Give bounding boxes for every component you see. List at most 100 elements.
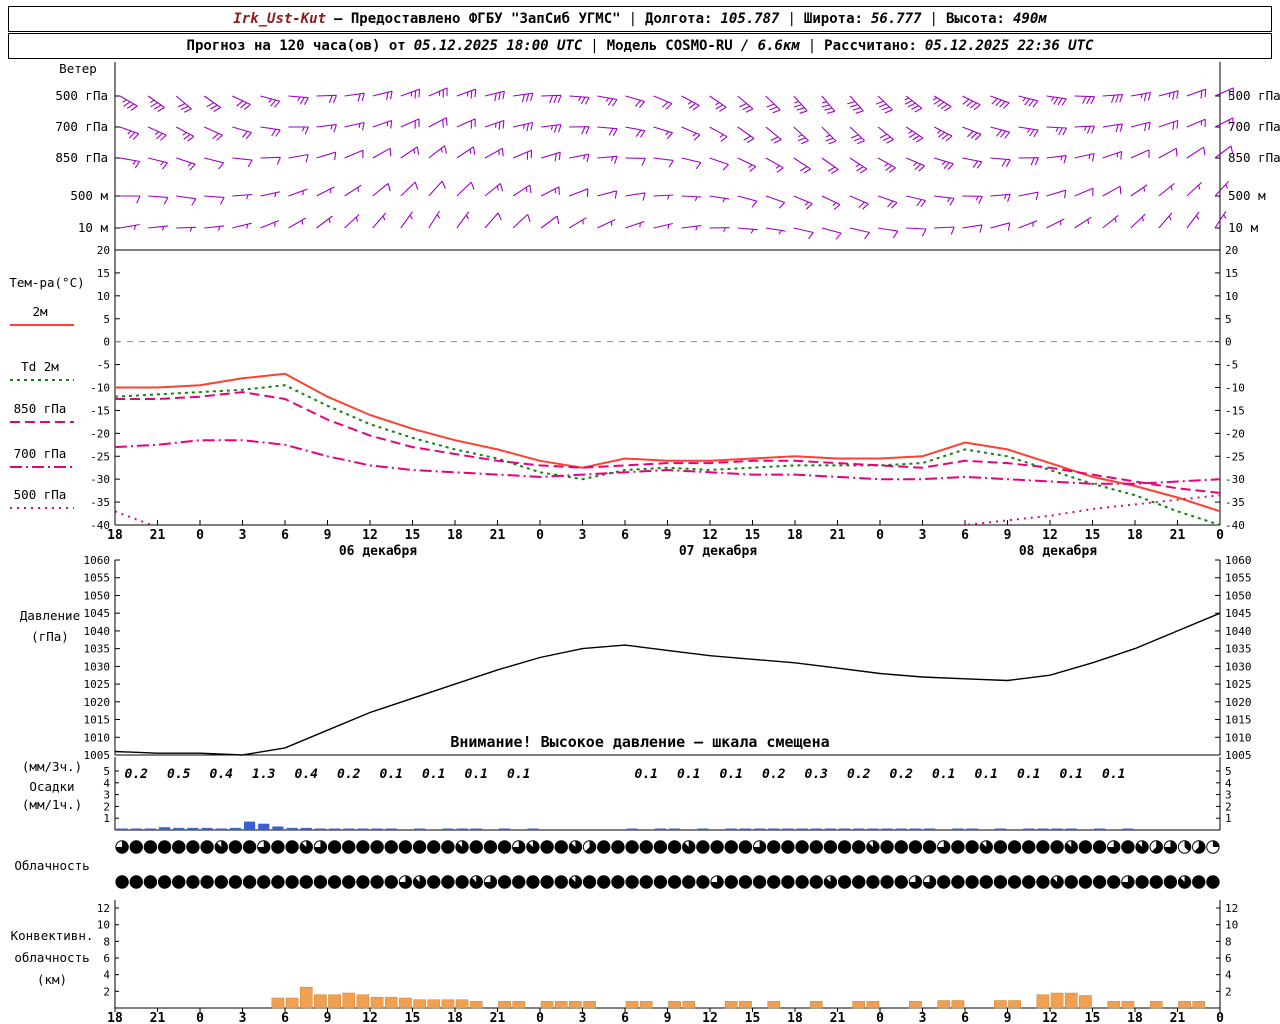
svg-text:1035: 1035 <box>1225 643 1252 656</box>
wind-barb <box>513 92 534 103</box>
wind-barb <box>1074 152 1095 162</box>
wind-barb <box>962 224 983 233</box>
cloudiness-panel: Облачность <box>14 840 1220 889</box>
wind-barb <box>709 227 730 233</box>
svg-text:21: 21 <box>830 528 846 543</box>
cloud-symbol <box>894 840 908 854</box>
precip-bar <box>314 828 326 830</box>
wind-barb <box>456 211 470 229</box>
svg-text:1040: 1040 <box>84 625 111 638</box>
wind-barb <box>232 95 251 111</box>
svg-text:6: 6 <box>103 952 110 965</box>
precip-bar <box>215 828 227 830</box>
svg-text:1: 1 <box>1225 812 1232 825</box>
precip-bar <box>329 828 341 830</box>
separator: | <box>628 11 638 27</box>
wind-barb <box>821 95 836 114</box>
cloud-symbol <box>271 840 285 854</box>
convective-bar <box>852 1001 866 1009</box>
cloud-symbol <box>228 875 243 889</box>
convective-bar <box>1050 992 1064 1009</box>
convective-bar <box>356 994 370 1009</box>
latitude-label: Широта: <box>803 11 863 27</box>
wind-barb <box>119 95 138 112</box>
svg-text:1025: 1025 <box>84 678 111 691</box>
wind-barb <box>1074 187 1094 197</box>
svg-text:0.1: 0.1 <box>1102 767 1125 782</box>
wind-barb <box>372 90 393 101</box>
cloud-symbol <box>880 840 894 854</box>
svg-text:10: 10 <box>1225 919 1238 932</box>
svg-text:5: 5 <box>1225 313 1232 326</box>
cloud-symbol <box>342 875 356 889</box>
cloud-symbol <box>696 875 710 889</box>
wind-barb <box>147 157 168 170</box>
convective-bar <box>299 986 313 1009</box>
svg-text:3: 3 <box>919 1011 927 1024</box>
cloud-symbol <box>214 875 228 889</box>
cloud-symbol <box>412 840 427 854</box>
svg-text:2: 2 <box>1225 800 1232 813</box>
precip-bar <box>810 828 822 830</box>
svg-text:-40: -40 <box>1225 519 1245 532</box>
svg-text:20: 20 <box>97 244 110 257</box>
wind-barb <box>344 121 365 131</box>
wind-barb <box>541 151 561 162</box>
wind-barb <box>597 95 618 107</box>
cloud-symbol <box>143 840 158 854</box>
wind-barb <box>1046 155 1067 164</box>
precip-bar <box>470 828 482 830</box>
svg-text:Осадки: Осадки <box>29 779 74 794</box>
wind-barb <box>119 157 141 169</box>
convective-bar <box>1064 992 1078 1009</box>
svg-text:0.1: 0.1 <box>422 767 445 782</box>
wind-barb <box>1074 216 1092 229</box>
longitude-label: Долгота: <box>645 11 713 27</box>
cloud-symbol <box>1078 875 1093 889</box>
svg-text:06 декабря: 06 декабря <box>339 544 417 559</box>
wind-barb <box>288 95 309 105</box>
wind-barb <box>849 227 870 240</box>
precip-bar <box>244 821 256 830</box>
svg-text:15: 15 <box>1225 267 1238 280</box>
convective-bar <box>455 999 469 1009</box>
svg-text:1005: 1005 <box>1225 749 1252 762</box>
wind-barb <box>400 181 419 197</box>
wind-barb <box>288 126 309 135</box>
svg-text:Td 2м: Td 2м <box>21 359 59 374</box>
wind-barb <box>625 126 646 138</box>
wind-barb <box>512 121 534 132</box>
temp-series <box>115 384 1220 525</box>
svg-text:6: 6 <box>621 528 629 543</box>
calc-time: 05.12.2025 22:36 UTC <box>924 38 1094 54</box>
svg-text:850 гПа: 850 гПа <box>1228 150 1280 165</box>
precip-bar <box>201 827 213 830</box>
cloud-symbol <box>752 875 767 889</box>
wind-barb <box>1102 94 1124 103</box>
svg-text:15: 15 <box>745 1011 761 1024</box>
wind-barb <box>1102 123 1123 133</box>
wind-barb <box>147 95 165 112</box>
cloud-symbol <box>795 840 809 854</box>
wind-barb <box>204 157 225 170</box>
wind-barb <box>653 157 674 168</box>
svg-text:(гПа): (гПа) <box>31 629 69 644</box>
wind-barb <box>1102 185 1122 197</box>
cloud-symbol <box>1121 840 1135 854</box>
wind-barb <box>737 157 757 173</box>
cloud-symbol <box>611 875 625 889</box>
cloud-symbol <box>285 840 299 854</box>
precip-bar <box>867 828 879 830</box>
wind-barb <box>990 126 1011 139</box>
calc-label: Рассчитано: <box>824 38 917 54</box>
wind-barb <box>681 157 702 170</box>
svg-text:5: 5 <box>1225 765 1232 778</box>
wind-barb <box>569 188 589 197</box>
svg-text:850 гПа: 850 гПа <box>14 401 67 416</box>
wind-barb <box>428 87 448 98</box>
precip-bar <box>456 828 468 830</box>
cloud-symbol <box>129 840 143 854</box>
svg-text:18: 18 <box>107 1011 123 1024</box>
convective-bar <box>809 1001 823 1009</box>
cloud-symbol <box>639 840 653 854</box>
